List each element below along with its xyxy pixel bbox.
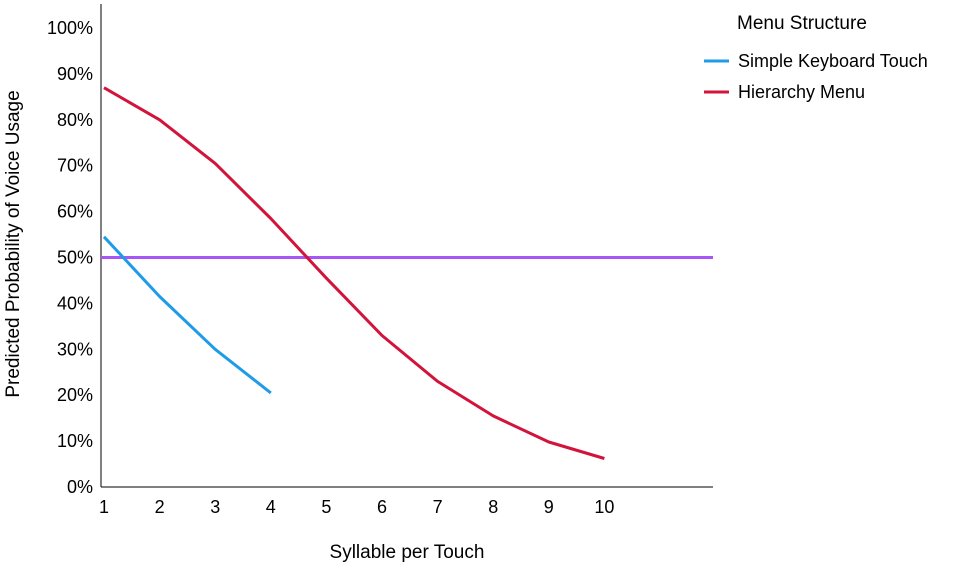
y-tick-label: 50% <box>57 248 93 268</box>
x-tick-label: 2 <box>155 497 165 517</box>
legend-title: Menu Structure <box>737 13 867 34</box>
x-axis: 1 2 3 4 5 6 7 8 9 10 <box>99 486 713 517</box>
x-tick-label: 8 <box>488 497 498 517</box>
x-tick-label: 6 <box>377 497 387 517</box>
x-tick-label: 7 <box>433 497 443 517</box>
series-lines <box>102 86 605 460</box>
series-line-simple-keyboard-touch <box>102 235 272 395</box>
legend-items: Simple Keyboard Touch Hierarchy Menu <box>704 51 928 102</box>
legend-label: Simple Keyboard Touch <box>738 51 928 71</box>
y-tick-label: 100% <box>47 18 93 38</box>
y-tick-label: 80% <box>57 110 93 130</box>
x-axis-title: Syllable per Touch <box>330 542 485 563</box>
x-tick-label: 9 <box>544 497 554 517</box>
x-tick-label: 3 <box>210 497 220 517</box>
x-tick-label: 10 <box>594 497 614 517</box>
y-axis-title: Predicted Probability of Voice Usage <box>3 90 24 397</box>
y-tick-label: 90% <box>57 64 93 84</box>
x-tick-label: 1 <box>99 497 109 517</box>
y-tick-label: 40% <box>57 293 93 313</box>
x-tick-labels: 1 2 3 4 5 6 7 8 9 10 <box>99 497 614 517</box>
series-line-hierarchy-menu <box>103 86 605 460</box>
legend-label: Hierarchy Menu <box>738 82 865 102</box>
legend: Menu Structure Simple Keyboard Touch Hier… <box>704 13 928 102</box>
y-tick-label: 60% <box>57 202 93 222</box>
y-tick-labels: 0% 10% 20% 30% 40% 50% 60% 70% 80% 90% 100% <box>47 18 93 497</box>
y-tick-label: 70% <box>57 156 93 176</box>
x-tick-label: 4 <box>266 497 276 517</box>
y-tick-label: 10% <box>57 431 93 451</box>
x-tick-label: 5 <box>321 497 331 517</box>
y-tick-label: 30% <box>57 339 93 359</box>
y-tick-label: 20% <box>57 385 93 405</box>
y-axis: 0% 10% 20% 30% 40% 50% 60% 70% 80% 90% 100% <box>47 4 102 497</box>
y-tick-label: 0% <box>67 477 93 497</box>
